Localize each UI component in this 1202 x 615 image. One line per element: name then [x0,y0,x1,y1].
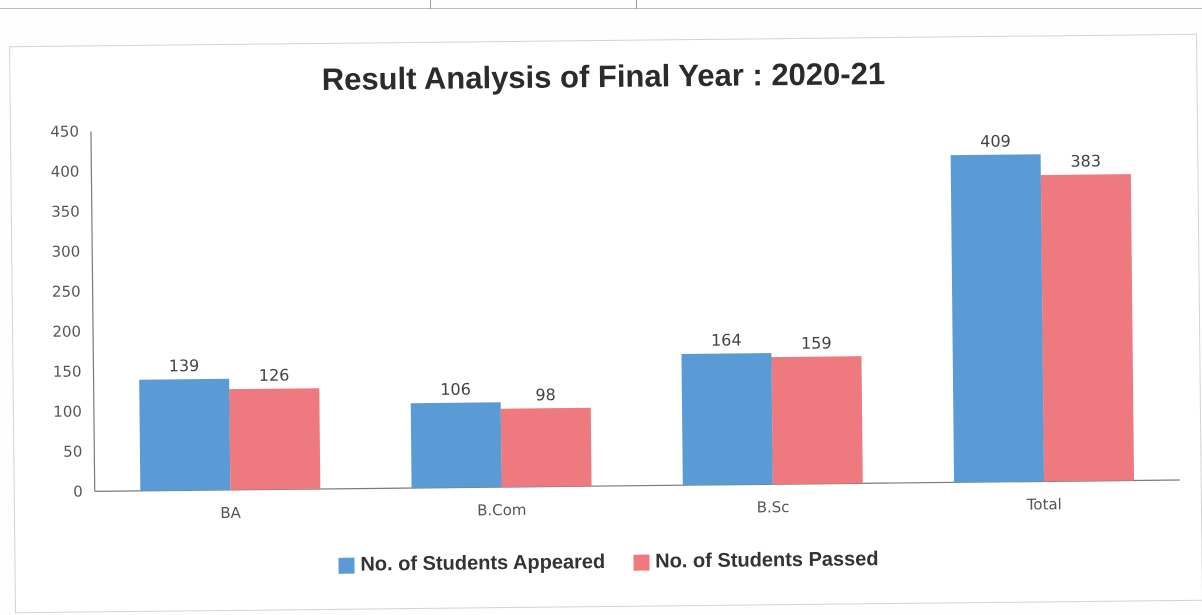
frame-tab-divider [430,0,431,9]
y-tick-label: 400 [51,163,80,181]
y-tick-label: 200 [52,322,81,340]
data-label: 383 [1070,151,1101,170]
y-tick-label: 150 [53,362,82,380]
data-label: 409 [980,132,1011,151]
bar [410,402,502,489]
data-label: 106 [440,380,471,399]
y-tick-label: 50 [63,442,82,460]
y-tick-label: 100 [53,402,82,420]
y-tick-label: 300 [51,243,80,261]
legend-label: No. of Students Passed [655,548,879,573]
x-tick-label: B.Com [477,501,527,520]
bar [229,388,321,490]
frame-tab-divider [636,0,637,9]
bar [500,407,592,488]
bar [139,378,231,491]
x-tick-label: BA [220,504,241,522]
bar [681,353,773,486]
legend-swatch [633,554,650,571]
y-axis-line [90,131,96,492]
legend-item: No. of Students Passed [633,548,879,574]
y-tick-label: 0 [73,482,83,500]
data-label: 159 [801,333,832,352]
bar [771,356,863,485]
chart-plot: 0 50 100 150 200 250 300 350 400 450 139 126 BA 106 98… [50,123,1180,522]
data-label: 139 [169,356,200,375]
data-label: 164 [711,330,742,349]
legend-item: No. of Students Appeared [338,551,605,577]
x-tick-label: Total [1026,495,1062,513]
x-tick-label: B.Sc [757,498,790,516]
legend-label: No. of Students Appeared [360,551,606,576]
frame-top-edge [0,8,1202,9]
bar [950,154,1045,483]
legend-swatch [338,557,355,574]
y-tick-label: 250 [52,283,81,301]
data-label: 98 [535,385,556,404]
bar [1040,174,1135,482]
y-tick-label: 350 [51,203,80,221]
data-label: 126 [259,366,290,385]
y-tick-label: 450 [50,123,79,141]
chart-card: Result Analysis of Final Year : 2020-21 … [9,33,1202,614]
